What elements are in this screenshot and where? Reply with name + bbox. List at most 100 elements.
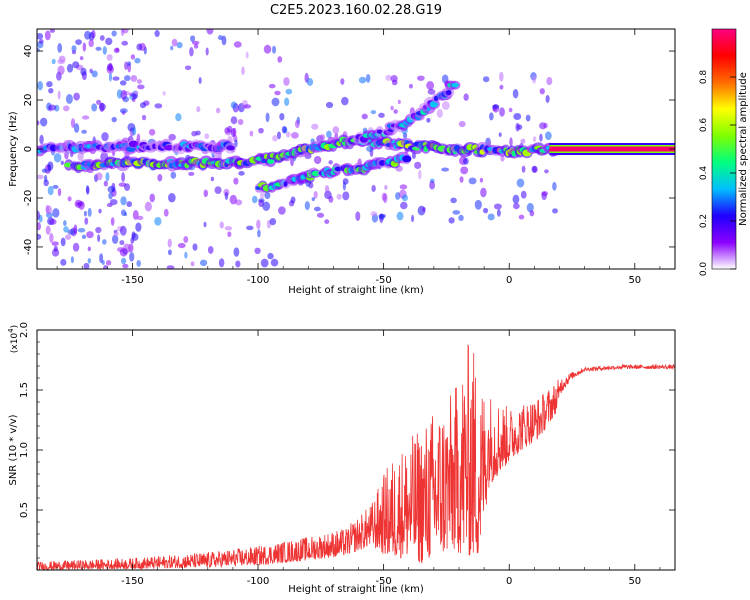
- colorbar-tick-label: 0.0: [699, 262, 709, 277]
- spectrogram-speckle: [552, 181, 557, 191]
- spectrogram-speckle: [402, 132, 408, 139]
- spectrogram-speckle: [426, 117, 431, 123]
- spectrogram-canvas: [37, 29, 675, 269]
- bottom-y-tick-label: 1.0: [19, 442, 30, 458]
- top-x-ticks: -150 -100 -50 0 50: [56, 29, 661, 286]
- spectrogram-speckle: [260, 258, 269, 268]
- spectrogram-speckle: [177, 242, 186, 249]
- spectrogram-speckle: [203, 221, 207, 228]
- spectrogram-speckle: [189, 46, 194, 57]
- spectrogram-speckle: [75, 39, 82, 45]
- spectrogram-speckle: [492, 104, 500, 109]
- spectrogram-speckle: [520, 138, 526, 144]
- spectrogram-speckle: [175, 113, 182, 122]
- spectrogram-speckle: [458, 214, 464, 222]
- spectrogram-speckle: [436, 108, 443, 118]
- spectrogram-speckle: [111, 234, 119, 245]
- spectrogram-speckle: [57, 90, 61, 100]
- spectrogram-speckle: [378, 112, 385, 118]
- spectrogram-speckle: [370, 211, 378, 217]
- spectrogram-speckle: [508, 107, 513, 113]
- spectrogram-speckle: [115, 47, 119, 52]
- spectrogram-speckle: [311, 123, 319, 130]
- spectrogram-speckle: [441, 167, 450, 172]
- spectrogram-speckle: [326, 130, 332, 139]
- spectrogram-speckle: [86, 186, 90, 195]
- bottom-x-ticks: -150 -100 -50 0 50: [56, 330, 661, 587]
- spectrogram-speckle: [325, 101, 334, 109]
- spectrogram-speckle: [95, 226, 102, 234]
- spectrogram-speckle: [91, 70, 98, 78]
- spectrogram-speckle: [452, 210, 461, 215]
- spectrogram-speckle: [233, 177, 239, 185]
- spectrogram-speckle: [215, 107, 221, 114]
- spectrogram-speckle: [227, 231, 232, 238]
- spectrogram-speckle: [120, 89, 127, 100]
- spectrogram-speckle: [267, 252, 274, 260]
- spectrogram-speckle: [270, 258, 279, 267]
- spectrogram-speckle: [546, 76, 553, 86]
- spectrogram-speckle: [136, 260, 141, 267]
- spectrogram-speckle: [324, 219, 330, 224]
- spectrogram-speckle: [45, 205, 52, 215]
- spectrogram-speckle: [230, 116, 238, 125]
- spectrogram-speckle: [81, 234, 87, 240]
- spectrogram-speckle: [224, 226, 233, 231]
- spectrogram-speckle: [448, 217, 455, 224]
- spectrogram-speckle: [230, 101, 237, 109]
- spectrogram-speckle: [281, 125, 287, 134]
- spectrogram-speckle: [49, 218, 57, 225]
- spectrogram-speckle: [541, 190, 548, 197]
- spectrogram-speckle: [361, 113, 368, 120]
- spectrogram-speckle: [83, 210, 87, 217]
- bottom-x-tick-label: 50: [628, 576, 641, 587]
- spectrogram-speckle: [516, 178, 525, 188]
- spectrogram-speckle: [284, 97, 290, 107]
- spectrogram-speckle: [168, 133, 176, 141]
- spectrogram-speckle: [111, 116, 117, 123]
- spectrogram-speckle: [285, 88, 293, 95]
- spectrogram-speckle: [498, 132, 502, 137]
- spectrogram-speckle: [319, 134, 326, 141]
- spectrogram-speckle: [233, 41, 242, 48]
- spectrogram-speckle: [341, 96, 349, 106]
- spectrogram-speckle: [98, 208, 102, 214]
- spectrogram-speckle: [276, 131, 282, 140]
- spectrogram-speckle: [316, 212, 325, 218]
- spectrogram-speckle: [45, 225, 51, 235]
- spectrogram-speckle: [154, 30, 160, 38]
- spectrogram-speckle: [122, 263, 129, 269]
- top-y-tick-label: 40: [23, 45, 34, 58]
- spectrogram-speckle: [539, 122, 547, 130]
- spectrogram-speckle: [396, 211, 404, 221]
- spectrogram-speckle: [268, 83, 276, 89]
- spectrogram-speckle: [107, 185, 116, 193]
- spectrogram-speckle: [458, 120, 466, 128]
- spectrogram-speckle: [304, 201, 310, 211]
- spectrogram-speckle: [87, 207, 92, 217]
- spectrogram-speckle: [269, 217, 277, 226]
- spectrogram-speckle: [482, 76, 490, 83]
- spectrogram-speckle: [60, 259, 67, 266]
- spectrogram-speckle: [544, 169, 549, 174]
- spectrogram-speckle: [167, 238, 172, 248]
- spectrogram-speckle: [154, 103, 163, 109]
- spectrogram-speckle: [290, 196, 296, 204]
- spectrogram-speckle: [463, 157, 469, 165]
- spectrogram-cell: [402, 155, 412, 163]
- spectrogram-speckle: [183, 236, 189, 244]
- spectrogram-speckle: [190, 261, 195, 267]
- spectrogram-speckle: [224, 191, 229, 200]
- spectrogram-speckle: [277, 56, 283, 63]
- spectrogram-speckle: [496, 209, 501, 217]
- spectrogram-speckle: [214, 186, 222, 194]
- spectrogram-speckle: [163, 208, 169, 217]
- spectrogram-speckle: [171, 38, 178, 47]
- spectrogram-speckle: [73, 224, 78, 235]
- spectrogram-speckle: [48, 87, 54, 94]
- spectrogram-speckle: [245, 51, 249, 59]
- spectrogram-speckle: [418, 169, 422, 180]
- spectrogram-speckle: [370, 110, 377, 115]
- spectrogram-speckle: [306, 78, 314, 86]
- spectrogram-speckle: [119, 225, 127, 236]
